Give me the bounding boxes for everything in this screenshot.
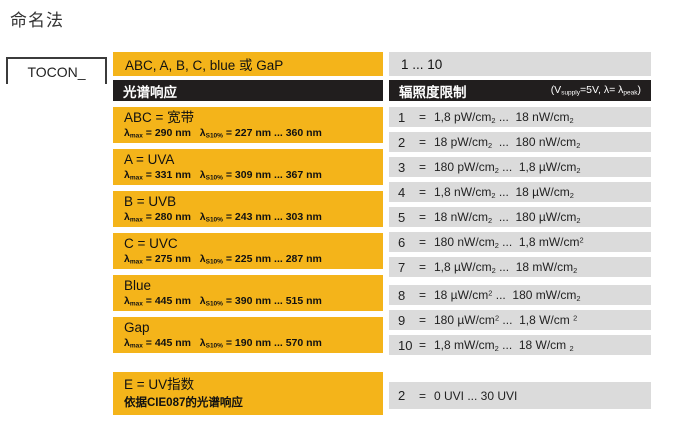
equals-sign: = [419,313,427,327]
irradiance-column: 1 ... 10 辐照度限制 (Vsupply=5V, λ= λpeak) 1 … [389,52,651,409]
uvi-row: 2 = 0 UVI ... 30 UVI [389,382,651,409]
irradiance-row-range: 180 pW/cm2 ... 1,8 µW/cm2 [434,159,581,175]
irradiance-limit-header-note: (Vsupply=5V, λ= λpeak) [550,84,641,97]
tocon-label: TOCON_ [27,63,86,80]
equals-sign: = [419,260,427,274]
irradiance-row: 4 = 1,8 nW/cm2 ... 18 µW/cm2 [389,182,651,202]
irradiance-row: 9 = 180 µW/cm2 ... 1,8 W/cm 2 [389,310,651,330]
equals-sign: = [419,185,427,199]
spectral-block-uvb: B = UVB λmax = 280 nm λS10% = 243 nm ...… [113,191,383,227]
spectral-block-title: Gap [124,320,150,335]
irradiance-row: 7 = 1,8 µW/cm2 ... 18 mW/cm2 [389,257,651,277]
irradiance-row: 5 = 18 nW/cm2 ... 180 µW/cm2 [389,207,651,227]
irradiance-row-range: 18 nW/cm2 ... 180 µW/cm2 [434,209,581,225]
tocon-label-box: TOCON_ [6,57,107,84]
spectral-block-uvc: C = UVC λmax = 275 nm λS10% = 225 nm ...… [113,233,383,269]
uvi-row-number: 2 [398,388,406,403]
irradiance-row: 8 = 18 µW/cm2 ... 180 mW/cm2 [389,285,651,305]
irradiance-row: 3 = 180 pW/cm2 ... 1,8 µW/cm2 [389,157,651,177]
irradiance-row-range: 1,8 pW/cm2 ... 18 nW/cm2 [434,109,574,125]
irradiance-row-number: 4 [398,184,406,200]
irradiance-limit-header: 辐照度限制 (Vsupply=5V, λ= λpeak) [389,80,651,101]
spectral-block-title: A = UVA [124,152,175,167]
irradiance-row-number: 3 [398,159,406,175]
equals-sign: = [419,160,427,174]
irradiance-row: 2 = 18 pW/cm2 ... 180 nW/cm2 [389,132,651,152]
irradiance-limit-header-label: 辐照度限制 [399,84,467,100]
irradiance-row-range: 1,8 mW/cm2 ... 18 W/cm 2 [434,337,574,353]
equals-sign: = [419,210,427,224]
equals-sign: = [419,388,427,403]
irradiance-row-number: 2 [398,134,406,150]
spectral-block-title: Blue [124,278,152,293]
irradiance-row-range: 1,8 µW/cm2 ... 18 mW/cm2 [434,259,578,275]
spectral-block-uva: A = UVA λmax = 331 nm λS10% = 309 nm ...… [113,149,383,185]
irradiance-row-number: 10 [398,337,413,353]
spectral-block-title: C = UVC [124,236,178,251]
spectral-block-abc: ABC = 宽带 λmax = 290 nm λS10% = 227 nm ..… [113,107,383,143]
equals-sign: = [419,235,427,249]
equals-sign: = [419,288,427,302]
uv-index-block: E = UV指数 依据CIE087的光谱响应 [113,372,383,415]
irradiance-row: 1 = 1,8 pW/cm2 ... 18 nW/cm2 [389,107,651,127]
spectral-block-lambda: λmax = 331 nm λS10% = 309 nm ... 367 nm [124,169,322,182]
irradiance-row-range: 180 nW/cm2 ... 1,8 mW/cm2 [434,234,584,250]
irradiance-row-number: 9 [398,312,406,328]
spectral-block-lambda: λmax = 275 nm λS10% = 225 nm ... 287 nm [124,253,322,266]
irradiance-row-number: 8 [398,287,406,303]
irradiance-row-number: 5 [398,209,406,225]
spectral-block-lambda: λmax = 280 nm λS10% = 243 nm ... 303 nm [124,211,322,224]
irradiance-row-range: 180 µW/cm2 ... 1,8 W/cm 2 [434,313,578,327]
spectral-block-title: ABC = 宽带 [124,110,195,125]
irradiance-row-number: 1 [398,109,406,125]
spectral-block-lambda: λmax = 445 nm λS10% = 190 nm ... 570 nm [124,337,322,350]
equals-sign: = [419,135,427,149]
irradiance-row: 6 = 180 nW/cm2 ... 1,8 mW/cm2 [389,232,651,252]
spectral-block-lambda: λmax = 445 nm λS10% = 390 nm ... 515 nm [124,295,322,308]
irradiance-row-range: 18 µW/cm2 ... 180 mW/cm2 [434,287,581,303]
uv-index-block-subtitle: 依据CIE087的光谱响应 [124,397,243,409]
spectral-response-header: 光谱响应 [113,80,383,101]
equals-sign: = [419,338,427,352]
equals-sign: = [419,110,427,124]
spectral-block-gap: Gap λmax = 445 nm λS10% = 190 nm ... 570… [113,317,383,353]
irradiance-row-range: 18 pW/cm2 ... 180 nW/cm2 [434,134,581,150]
spectral-column: ABC, A, B, C, blue 或 GaP 光谱响应 ABC = 宽带 λ… [113,52,383,415]
irradiance-row-number: 6 [398,234,406,250]
irradiance-options-cell: 1 ... 10 [389,52,651,76]
spectral-block-blue: Blue λmax = 445 nm λS10% = 390 nm ... 51… [113,275,383,311]
irradiance-row-range: 1,8 nW/cm2 ... 18 µW/cm2 [434,184,574,200]
spectral-block-lambda: λmax = 290 nm λS10% = 227 nm ... 360 nm [124,127,322,140]
uvi-row-range: 0 UVI ... 30 UVI [434,388,518,403]
spectral-block-title: B = UVB [124,194,177,209]
irradiance-row-number: 7 [398,259,406,275]
page-title: 命名法 [10,11,64,31]
irradiance-row: 10 = 1,8 mW/cm2 ... 18 W/cm 2 [389,335,651,355]
uv-index-block-title: E = UV指数 [124,377,195,392]
spectral-options-cell: ABC, A, B, C, blue 或 GaP [113,52,383,76]
